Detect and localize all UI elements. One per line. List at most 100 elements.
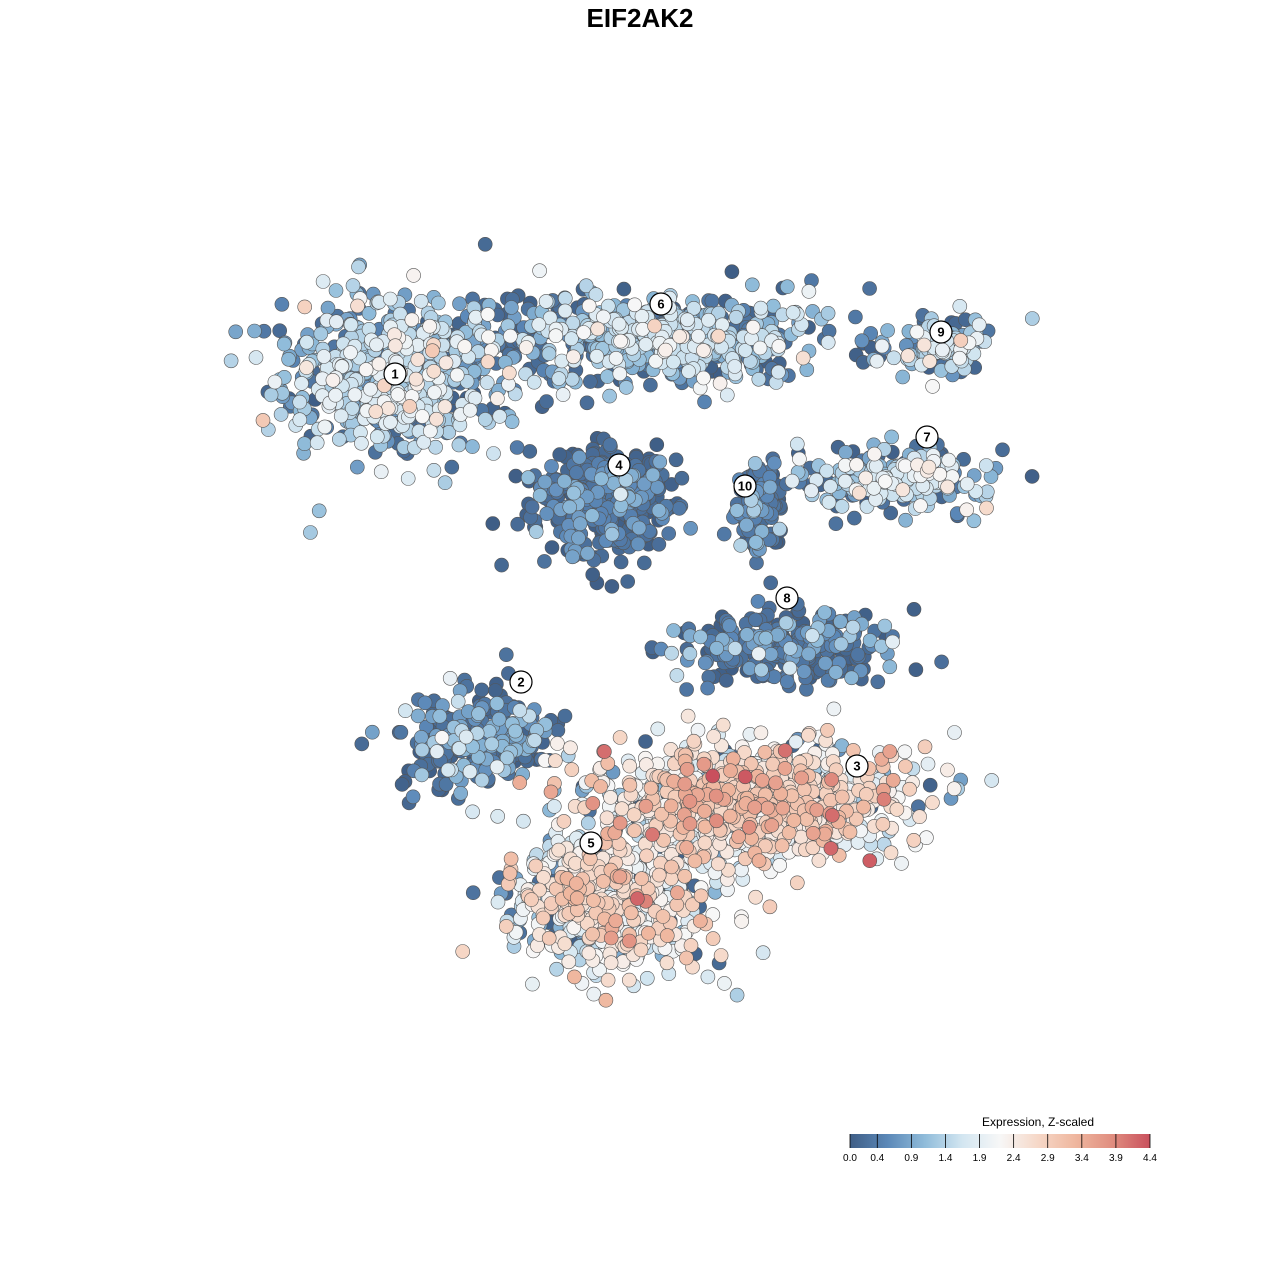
cell-point — [777, 743, 793, 758]
cell-point — [504, 300, 519, 315]
cell-point — [634, 871, 649, 886]
cell-point — [638, 337, 654, 352]
cell-point — [557, 291, 573, 306]
cell-point — [518, 340, 534, 355]
cell-point — [848, 309, 863, 325]
cell-point — [281, 351, 296, 367]
cell-point — [801, 727, 816, 743]
cell-point — [600, 972, 616, 988]
cell-point — [492, 409, 508, 424]
cell-point — [781, 825, 797, 840]
cell-point — [709, 640, 725, 656]
cell-point — [696, 370, 711, 386]
cell-point — [580, 545, 595, 561]
cell-point — [556, 814, 572, 829]
cluster-label-5: 5 — [579, 831, 603, 855]
cluster-label-text: 5 — [587, 836, 594, 851]
cell-point — [361, 305, 377, 321]
cell-point — [512, 775, 528, 790]
cell-point — [820, 722, 835, 738]
cell-point — [612, 869, 628, 885]
cell-point — [390, 387, 406, 402]
cell-point — [779, 674, 795, 689]
cell-point — [450, 694, 466, 709]
cell-point — [705, 768, 721, 784]
cell-point — [557, 473, 572, 489]
cell-point — [566, 485, 582, 501]
cell-point — [894, 856, 909, 871]
cell-point — [883, 845, 899, 861]
cell-point — [480, 354, 496, 370]
cell-point — [248, 350, 264, 365]
cell-point — [297, 299, 313, 315]
cell-point — [612, 366, 628, 382]
chart-title: EIF2AK2 — [587, 3, 694, 33]
cell-point — [334, 359, 350, 374]
cell-point — [458, 729, 474, 745]
cell-point — [748, 612, 763, 628]
cell-point — [745, 319, 761, 335]
cell-point — [223, 353, 239, 369]
cell-point — [677, 868, 693, 884]
cell-point — [762, 479, 778, 495]
cell-point — [613, 486, 628, 502]
cell-point — [817, 655, 833, 671]
cell-point — [331, 431, 347, 447]
cell-point — [821, 494, 837, 510]
cell-point — [897, 744, 913, 760]
cell-point — [571, 449, 587, 465]
cell-point — [884, 429, 899, 445]
cell-point — [898, 759, 913, 774]
cell-point — [562, 499, 578, 515]
cell-point — [551, 371, 567, 386]
cell-point — [882, 659, 898, 675]
cell-point — [935, 342, 950, 358]
cell-point — [255, 413, 271, 428]
cell-point — [638, 798, 654, 814]
cell-point — [405, 789, 421, 805]
cell-point — [708, 788, 724, 804]
cell-point — [824, 808, 840, 823]
cell-point — [741, 819, 757, 835]
cell-point — [440, 762, 456, 778]
cell-point — [651, 503, 667, 518]
cell-point — [679, 840, 694, 855]
cell-point — [934, 654, 949, 670]
cell-point — [919, 830, 934, 846]
cell-point — [789, 436, 805, 452]
cell-point — [485, 516, 501, 531]
cell-point — [622, 758, 638, 774]
cell-point — [659, 928, 675, 943]
cell-point — [845, 619, 861, 635]
cell-point — [877, 474, 893, 489]
cell-point — [651, 867, 667, 883]
cell-point — [404, 312, 420, 328]
cell-point — [805, 825, 821, 841]
cell-point — [805, 840, 821, 856]
cell-point — [867, 446, 882, 462]
legend-tick-label: 2.9 — [1041, 1153, 1055, 1164]
cell-point — [700, 680, 715, 696]
cell-point — [710, 856, 726, 872]
cell-point — [729, 987, 745, 1003]
cell-point — [457, 339, 473, 354]
cell-point — [503, 328, 518, 344]
cell-point — [567, 969, 582, 985]
cell-point — [608, 350, 624, 366]
legend-tick-label: 2.4 — [1007, 1153, 1021, 1164]
cell-point — [882, 744, 898, 759]
cell-point — [613, 554, 629, 570]
cell-point — [317, 419, 333, 435]
cell-point — [862, 853, 878, 869]
cell-point — [504, 414, 520, 430]
cell-point — [643, 780, 659, 796]
cell-point — [795, 350, 811, 366]
cell-point — [612, 815, 628, 831]
cell-point — [581, 945, 597, 961]
cell-point — [966, 513, 982, 529]
cell-point — [768, 775, 784, 791]
cell-point — [833, 636, 849, 652]
cell-point — [451, 437, 467, 453]
cell-point — [659, 955, 675, 971]
cell-point — [679, 761, 695, 777]
